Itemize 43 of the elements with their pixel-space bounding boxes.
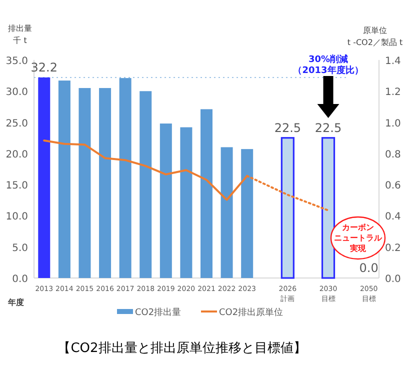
y-tick-label: 10.0 (6, 212, 28, 223)
bar (78, 88, 91, 278)
bar (99, 88, 112, 278)
y2-tick-label: 0.4 (385, 212, 401, 223)
y2-tick-label: 1.4 (385, 56, 401, 67)
bar (220, 147, 233, 278)
y2-tick-label: 0.8 (385, 149, 401, 160)
data-label: 22.5 (314, 120, 342, 135)
annotation: ニュートラル (334, 234, 383, 242)
annotation: （2013年度比） (293, 65, 364, 76)
bar (180, 127, 192, 278)
y-tick-label: 15.0 (6, 180, 28, 192)
y2-axis-title: 原単位 t -CO2／製品 t (347, 26, 403, 47)
text: 【CO2排出量と排出原単位推移と目標値】 (58, 341, 306, 356)
annotation: 実現 (349, 243, 367, 253)
data-label: 0.0 (359, 261, 378, 275)
y2-tick-label: 0.0 (385, 274, 401, 285)
y-axis-title: 排出量千 t (7, 23, 33, 47)
data-label: 22.5 (274, 120, 302, 135)
bar (119, 78, 132, 278)
y2-tick-label: 1.0 (385, 118, 401, 130)
annotation: 30%削減 (308, 54, 348, 65)
y-tick-label: 30.0 (6, 87, 28, 98)
y-tick-label: 0.0 (12, 274, 28, 285)
legend-label: CO2排出量 (135, 307, 182, 318)
bar (200, 109, 212, 278)
y2-tick-label: 0.2 (385, 242, 401, 254)
annotation: カーボン (342, 223, 374, 232)
legend-label: CO2排出原単位 (219, 307, 284, 318)
y2-tick-label: 1.2 (385, 87, 401, 98)
y-tick-label: 25.0 (6, 118, 28, 130)
bar (140, 91, 152, 278)
x-axis-title: 年度 (7, 297, 24, 307)
bar (280, 137, 294, 279)
bar (160, 124, 172, 278)
y-tick-label: 5.0 (12, 242, 28, 254)
bar (38, 77, 50, 278)
y-tick-label: 35.0 (6, 56, 28, 67)
bar (241, 149, 254, 278)
y2-tick-label: 0.6 (385, 180, 401, 192)
y-tick-label: 20.0 (6, 149, 28, 160)
data-label: 32.2 (30, 60, 58, 74)
bar (58, 80, 70, 278)
